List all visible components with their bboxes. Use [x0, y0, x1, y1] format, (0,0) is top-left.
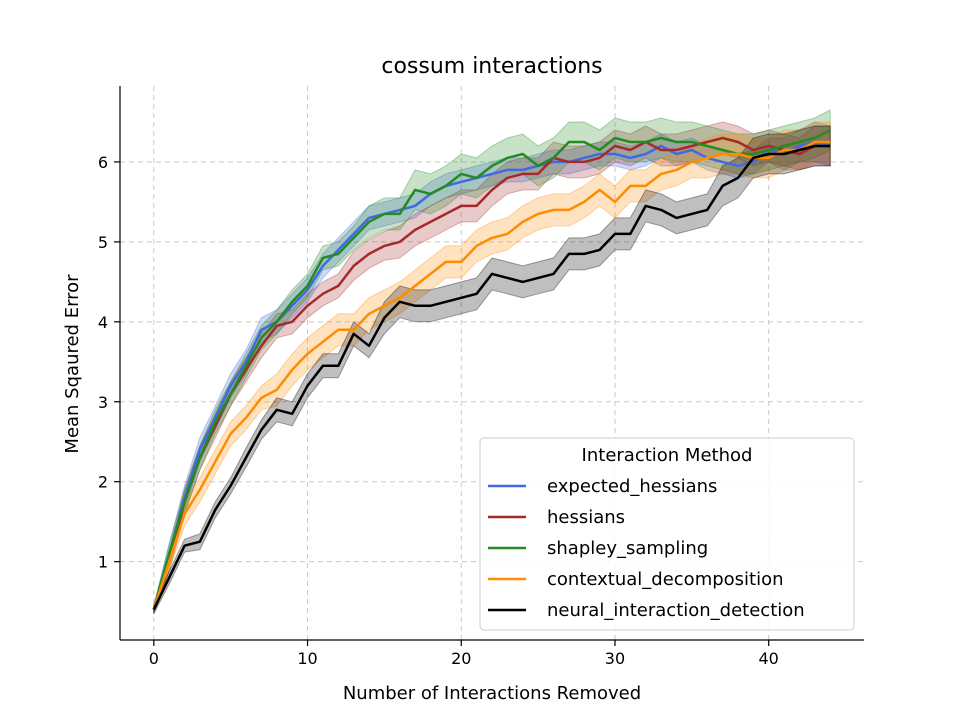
legend-entry-contextual_decomposition: contextual_decomposition [547, 569, 784, 590]
y-tick-label: 3 [98, 393, 108, 412]
x-tick-label: 10 [297, 649, 317, 668]
line-neural_interaction_detection [152, 144, 831, 611]
line-contextual_decomposition [152, 140, 831, 610]
legend-title: Interaction Method [582, 445, 753, 466]
x-tick-label: 40 [759, 649, 779, 668]
axes: 0 10 20 30 40 1 2 3 4 5 6 [98, 86, 864, 668]
y-axis-label: Mean Sqaured Error [62, 274, 83, 454]
y-tick-label: 1 [98, 553, 108, 572]
line-expected_hessians [152, 140, 831, 610]
y-tick-label: 6 [98, 153, 108, 172]
y-tick-label: 5 [98, 233, 108, 252]
x-axis-label: Number of Interactions Removed [343, 683, 641, 704]
legend-entry-shapley_sampling: shapley_sampling [547, 538, 708, 559]
band-hessians [153, 121, 831, 614]
x-tick-label: 0 [149, 649, 159, 668]
y-tick-label: 2 [98, 473, 108, 492]
band-neural_interaction_detection [153, 125, 831, 614]
legend-box [479, 437, 855, 631]
legend: Interaction Method expected_hessianshessi… [479, 437, 855, 631]
legend-entry-hessians: hessians [547, 507, 625, 528]
y-tick-label: 4 [98, 313, 108, 332]
band-shapley_sampling [153, 109, 831, 614]
confidence-bands [153, 109, 831, 614]
series-lines [152, 128, 831, 611]
x-tick-label: 30 [605, 649, 625, 668]
line-shapley_sampling [152, 128, 831, 610]
x-tick-label: 20 [451, 649, 471, 668]
band-contextual_decomposition [153, 121, 831, 614]
line-hessians [152, 136, 831, 610]
chart-title: cossum interactions [381, 54, 602, 79]
legend-entry-expected_hessians: expected_hessians [547, 476, 717, 497]
band-expected_hessians [153, 121, 831, 614]
legend-entry-neural_interaction_detection: neural_interaction_detection [547, 600, 805, 621]
